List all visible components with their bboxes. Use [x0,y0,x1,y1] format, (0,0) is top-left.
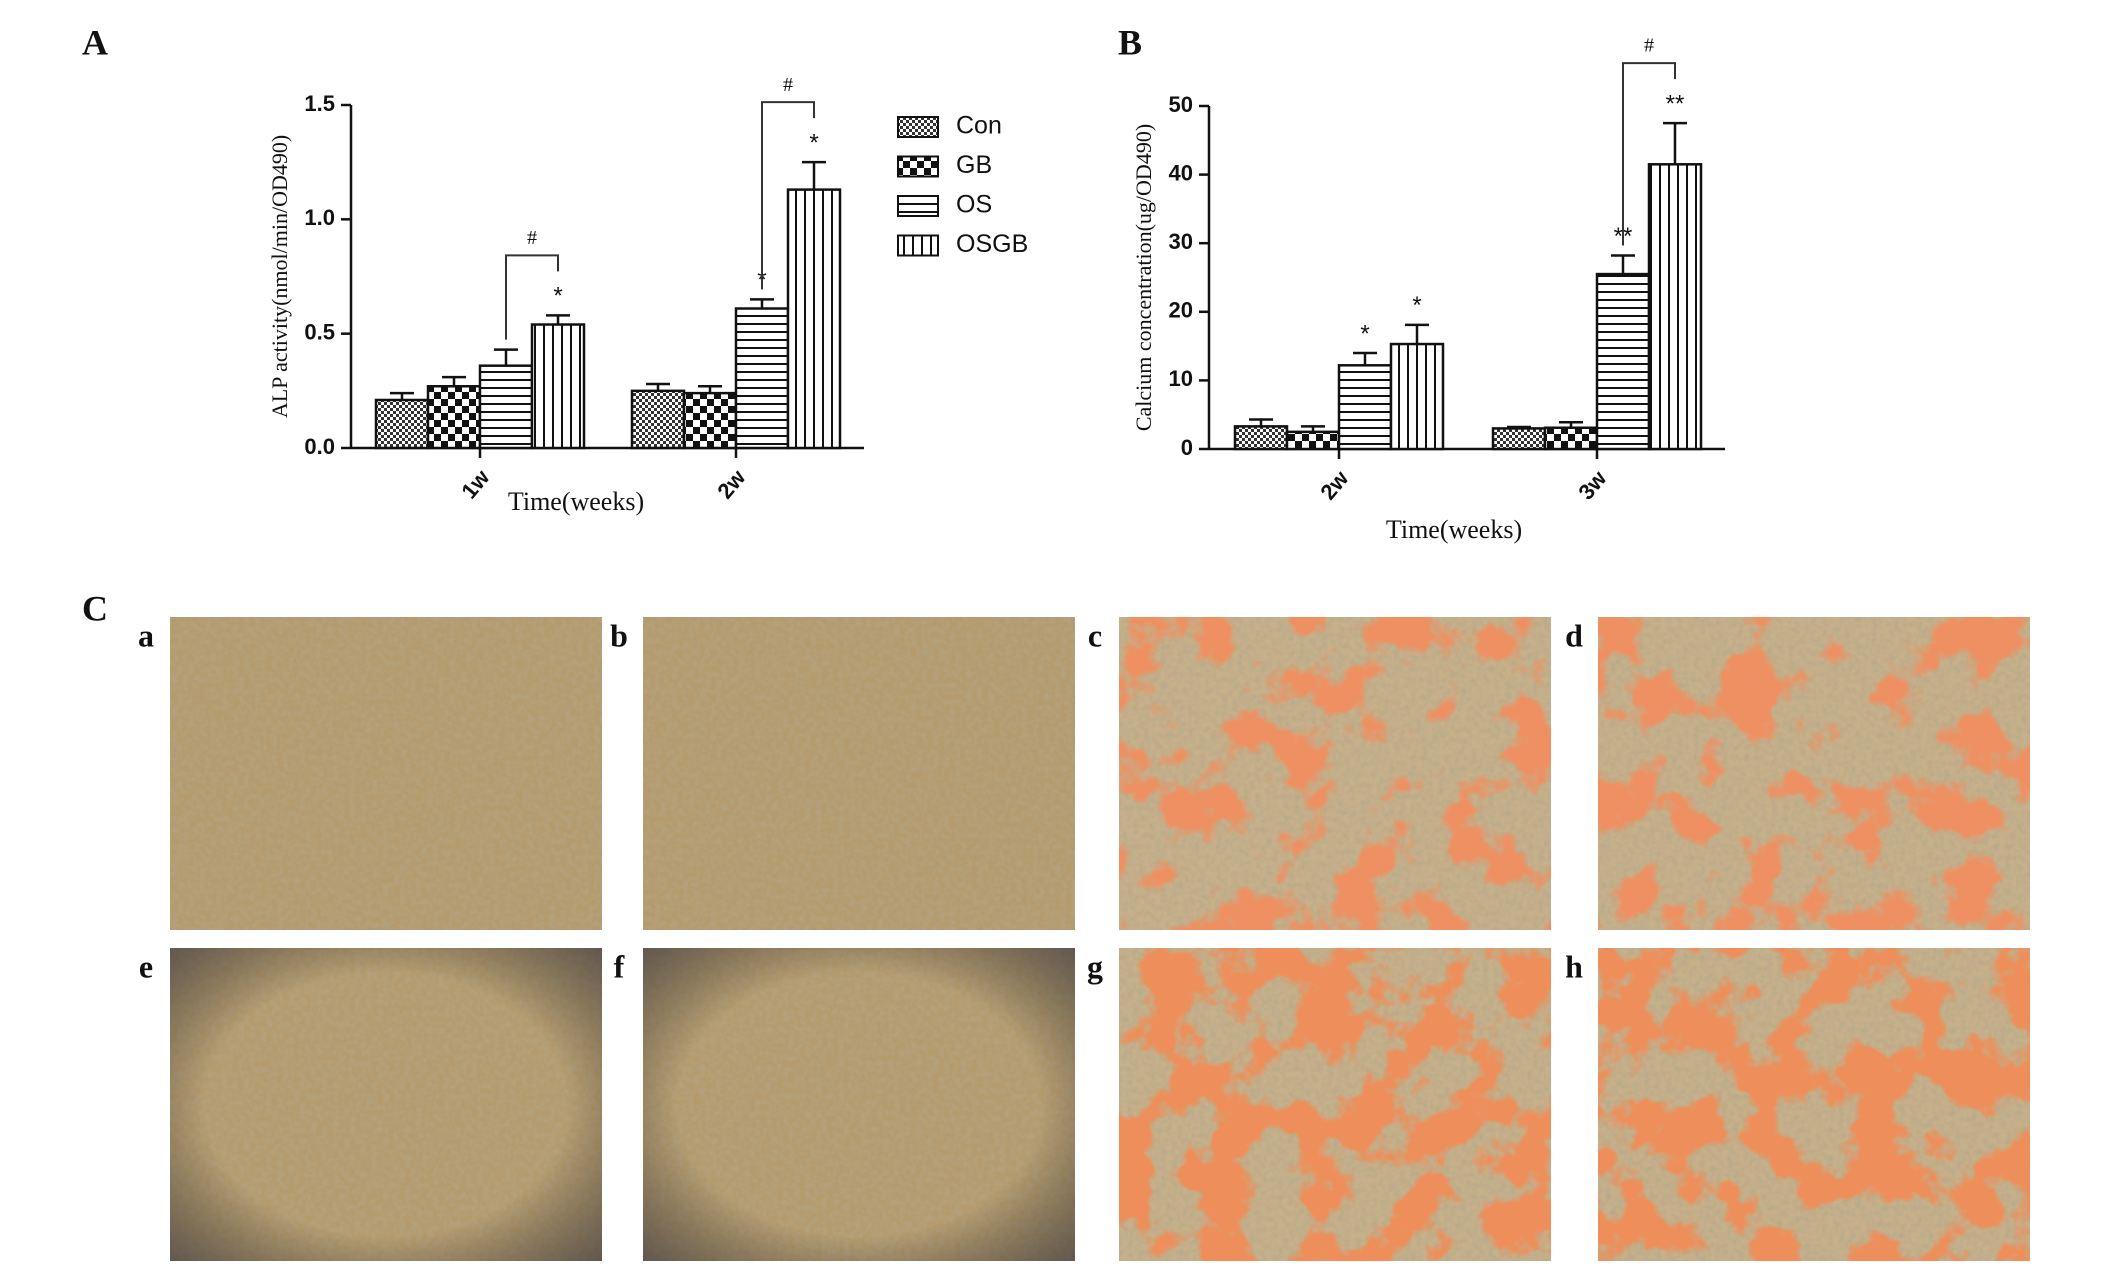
legend-label: Con [956,112,1002,140]
cell-texture [170,617,602,930]
significance-mark: ** [1666,90,1685,117]
bar [1491,427,1547,451]
x-tick-label: 1w [456,464,495,503]
image-label: h [1565,948,1583,984]
stain [1598,617,2030,930]
image-label: e [139,948,153,984]
stain [1119,948,1551,1261]
y-tick-label: 30 [1169,229,1193,254]
vignette [170,948,602,1261]
x-axis-title: Time(weeks) [508,487,644,516]
bar [1337,364,1393,451]
bracket [505,254,559,340]
bar [1233,425,1289,451]
image-label: d [1565,617,1583,653]
stain [1119,617,1551,930]
y-tick-label: 0.5 [304,319,335,344]
legend-swatch [897,234,939,257]
y-tick-label: 10 [1169,366,1193,391]
y-tick-label: 50 [1169,92,1193,117]
x-tick-label: 2w [1315,465,1354,504]
bar [1647,163,1703,451]
x-tick-label: 3w [1573,465,1612,504]
significance-mark: * [809,130,818,157]
image-label: f [614,948,625,984]
bracket-label: # [1644,35,1654,57]
image-label: c [1088,617,1102,653]
bar [630,389,686,450]
significance-mark: * [553,283,562,310]
legend-swatch [897,195,939,217]
bar [530,323,586,450]
micrographs [170,617,2030,1261]
vignette [643,948,1075,1261]
legend-label: OSGB [956,230,1028,258]
bracket-label: # [527,227,537,249]
y-tick-label: 0 [1181,435,1193,460]
x-tick-label: 2w [712,464,751,503]
y-tick-label: 20 [1169,298,1193,323]
y-tick-label: 40 [1169,160,1193,185]
bar [426,385,482,450]
bracket [1622,62,1676,246]
x-axis-title: Time(weeks) [1386,515,1522,544]
bar [1595,272,1651,451]
y-axis-title: Calcium concentration(ug/OD490) [1131,124,1156,431]
bar [374,398,430,450]
cell-texture [643,617,1075,930]
panel-label: B [1118,22,1142,62]
bar [1389,342,1445,451]
bar [1285,430,1341,451]
bar [786,188,842,450]
y-tick-label: 1.5 [304,91,335,116]
legend-swatch [897,116,939,138]
legend-swatch [897,155,939,178]
y-tick-label: 0.0 [304,434,335,459]
bar [734,307,790,450]
image-label: b [610,617,628,653]
bar [1543,426,1599,451]
bracket-label: # [783,74,793,96]
bar [478,364,534,450]
panel-label: C [82,588,108,628]
legend-label: GB [956,151,992,179]
stain [1598,948,2030,1261]
panel-label: A [82,22,108,62]
bracket [761,101,815,290]
legend-label: OS [956,191,992,219]
bar [682,391,738,450]
image-label: a [138,617,154,653]
image-label: g [1087,948,1103,984]
significance-mark: * [1360,320,1369,347]
y-axis-title: ALP activity(nmol/min/OD490) [267,135,292,418]
significance-mark: * [1412,292,1421,319]
y-tick-label: 1.0 [304,205,335,230]
